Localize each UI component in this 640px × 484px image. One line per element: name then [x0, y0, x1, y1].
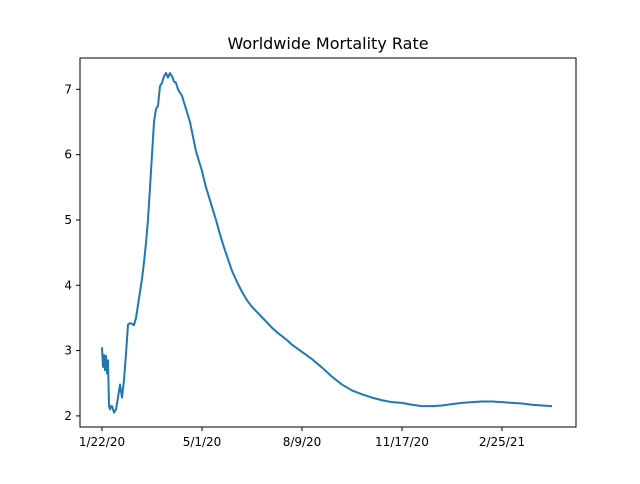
y-tick-label: 4: [64, 278, 72, 292]
series-line-0: [101, 72, 553, 414]
x-tick-label: 5/1/20: [183, 435, 222, 449]
plot-frame: [79, 57, 577, 428]
x-tick-label: 8/9/20: [283, 435, 322, 449]
y-tick-label: 7: [64, 82, 72, 96]
y-tick-label: 3: [64, 344, 72, 358]
x-tick-label: 1/22/20: [79, 435, 125, 449]
x-tick-label: 11/17/20: [375, 435, 429, 449]
chart-title: Worldwide Mortality Rate: [227, 34, 428, 53]
y-tick-label: 6: [64, 148, 72, 162]
y-tick-label: 5: [64, 213, 72, 227]
x-tick-label: 2/25/21: [479, 435, 525, 449]
y-tick-label: 2: [64, 409, 72, 423]
